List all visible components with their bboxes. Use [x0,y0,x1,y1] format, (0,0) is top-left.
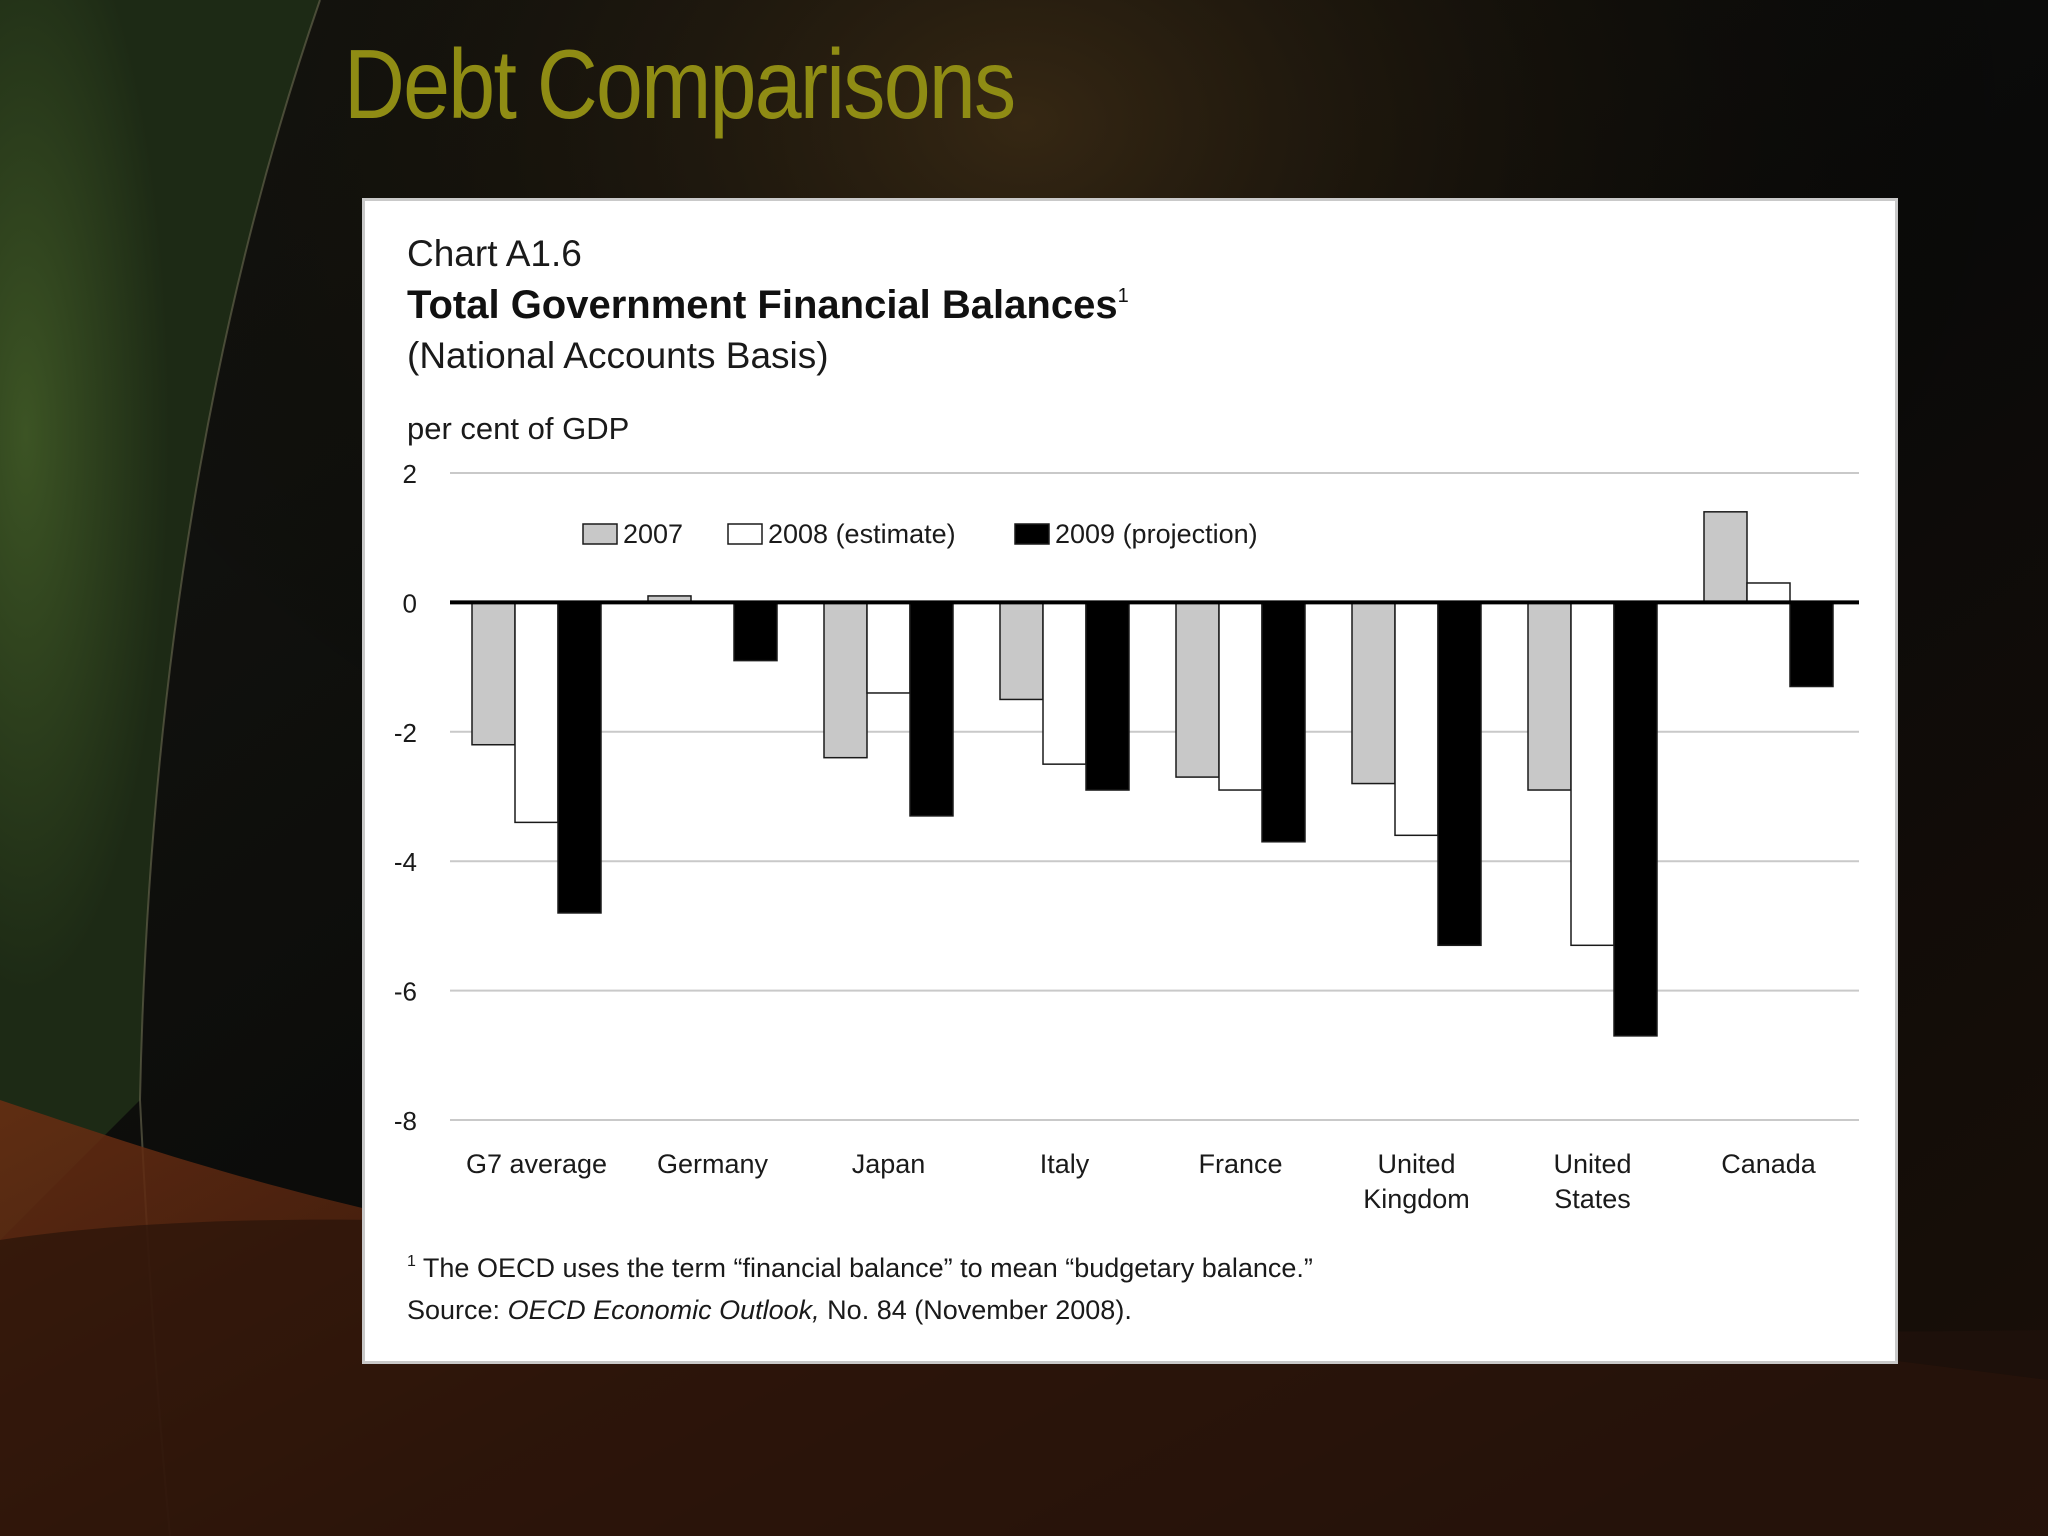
bar [1789,601,1834,688]
source-note: Source: OECD Economic Outlook, No. 84 (N… [407,1295,1132,1326]
footnote: 1 The OECD uses the term “financial bala… [407,1253,1313,1284]
chart-title-text: Total Government Financial Balances [407,283,1118,327]
footnote-marker: 1 [407,1253,416,1270]
x-tick-label: G7 average [466,1149,607,1179]
chart-panel: Chart A1.6 Total Government Financial Ba… [362,198,1898,1364]
x-tick-label: United States [1553,1149,1631,1214]
y-tick-label: -2 [394,718,417,748]
bar [557,601,602,914]
bar [1261,601,1306,843]
chart-number: Chart A1.6 [407,233,582,274]
x-tick-label: Japan [852,1149,926,1179]
bar [1527,601,1572,791]
chart-title-footnote-marker: 1 [1117,285,1129,307]
bar [1746,582,1791,604]
chart-title: Total Government Financial Balances1 [407,283,1129,328]
bar [1613,601,1658,1037]
bar [471,601,516,746]
footnote-text: The OECD uses the term “financial balanc… [422,1253,1313,1283]
slide-title: Debt Comparisons [344,29,1016,139]
y-tick-label: -6 [394,977,417,1007]
legend-swatch [1014,523,1050,545]
x-tick-label: France [1198,1149,1282,1179]
bar [1085,601,1130,791]
y-tick-label: 2 [403,459,417,489]
legend-label: 2009 (projection) [1055,519,1258,549]
bar [733,601,778,662]
bar [999,601,1044,701]
y-axis-label: per cent of GDP [407,411,630,446]
legend-swatch [727,523,763,545]
x-tick-label: United Kingdom [1363,1149,1470,1214]
bar [1570,601,1615,947]
bar [823,601,868,759]
legend-swatch [582,523,618,545]
bar [1351,601,1396,785]
bar-chart: 2 0 -2 -4 -6 -8 G7 average Germany Japan Italy Fra… [394,459,1859,1214]
y-tick-label: 0 [403,588,417,618]
bar [1437,601,1482,947]
bar [909,601,954,817]
bar [1394,601,1439,837]
x-tick-label: Germany [657,1149,769,1179]
bar [1703,511,1748,604]
legend-label: 2007 [623,519,683,549]
y-tick-label: -4 [394,847,417,877]
bar [1218,601,1263,791]
source-title: OECD Economic Outlook, [507,1295,820,1325]
bar [1175,601,1220,778]
bar [514,601,559,824]
source-rest: No. 84 (November 2008). [819,1295,1132,1325]
x-tick-label: Canada [1721,1149,1817,1179]
y-tick-label: -8 [394,1106,417,1136]
legend-label: 2008 (estimate) [768,519,956,549]
bar [1042,601,1087,765]
source-prefix: Source: [407,1295,508,1325]
x-tick-label: Italy [1040,1149,1090,1179]
chart-subtitle: (National Accounts Basis) [407,335,829,376]
bar [866,601,911,694]
